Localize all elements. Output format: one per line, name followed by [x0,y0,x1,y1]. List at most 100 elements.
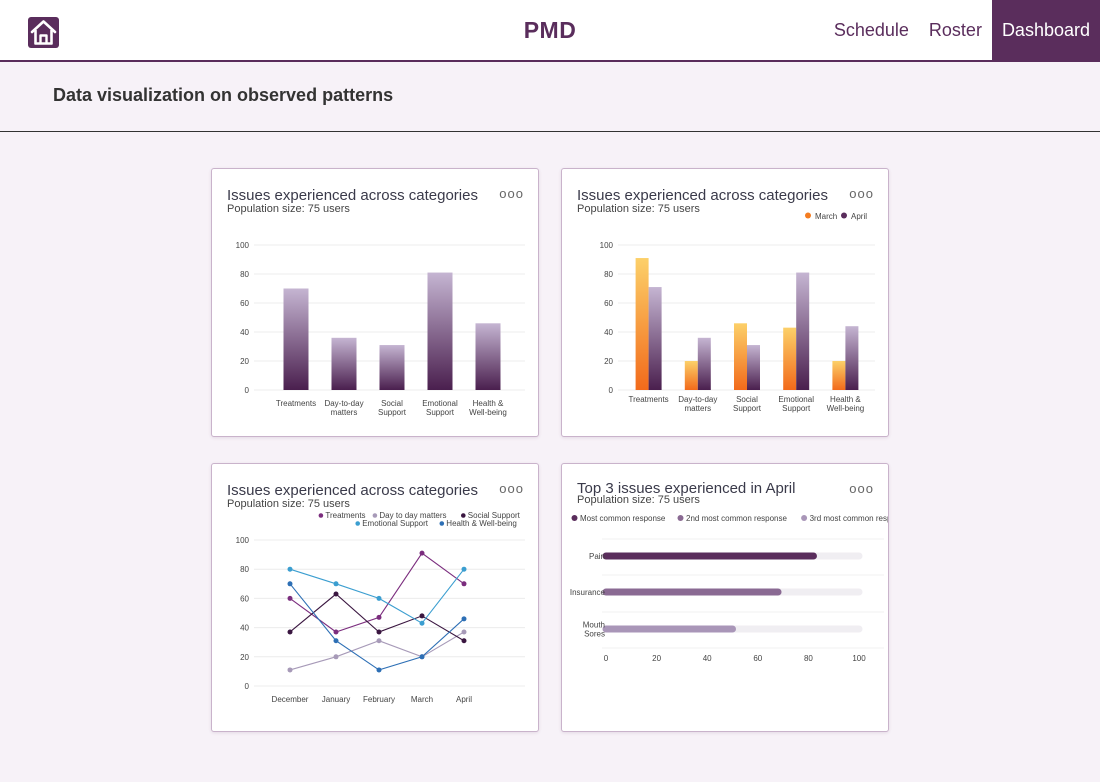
data-point [461,581,467,587]
bar-april [845,326,859,390]
card-title: Issues experienced across categories [227,482,478,499]
data-point [333,581,339,587]
x-tick-label: Social [736,395,758,404]
y-tick-label: 60 [604,299,613,308]
data-point [287,595,293,601]
x-tick-label: Treatments [276,399,316,408]
bar-april [648,287,662,390]
data-point [376,629,382,635]
x-tick-label: Support [733,404,762,413]
data-point [461,629,467,635]
x-tick-label: 60 [753,654,762,663]
main-nav: Schedule Roster Dashboard [824,0,1100,62]
legend-marker [801,515,808,521]
data-point [376,667,382,673]
x-tick-label: Emotional [778,395,814,404]
x-tick-label: Health & [830,395,861,404]
legend-marker [805,212,811,219]
data-point [419,654,425,660]
card-subtitle: Population size: 75 users [227,203,350,215]
bar [379,345,405,390]
line-chart-trends: 0 20 40 60 80 100 December January February March… [236,511,525,704]
legend-label: Health & Well-being [446,519,517,528]
y-tick-label: 100 [600,241,614,250]
data-point [376,614,382,620]
nav-schedule[interactable]: Schedule [833,20,909,40]
legend-label: April [851,212,867,221]
chart-card-trends: 0 20 40 60 80 100 December January February March… [211,463,539,732]
chart-card-top-issues: Most common response 2nd most common resp… [561,463,889,732]
legend-marker [355,521,360,526]
card-title: Top 3 issues experienced in April [577,480,796,497]
legend-label: March [815,212,837,221]
series-line [289,552,465,633]
more-horizontal-icon[interactable]: ooo [499,481,524,496]
horizontal-bar-chart-top-issues: Most common response 2nd most common resp… [570,514,888,663]
y-tick-label: 80 [240,270,249,279]
legend-marker [841,212,847,219]
x-tick-label: matters [684,404,711,413]
data-point [461,566,467,572]
x-tick-label: Well-being [827,404,865,413]
y-tick-label: 100 [236,241,250,250]
y-tick-label: 40 [240,328,249,337]
data-point [333,629,339,635]
y-tick-label: 0 [245,386,250,395]
home-button[interactable] [27,16,60,49]
data-point [419,620,425,626]
x-tick-label: Treatments [629,395,669,404]
data-point [419,550,425,556]
bar [427,272,453,390]
x-tick-label: Well-being [469,408,507,417]
data-point [333,654,339,660]
y-tick-label: 60 [240,299,249,308]
x-tick-label: April [456,695,472,704]
data-point [419,613,425,619]
more-horizontal-icon[interactable]: ooo [849,481,874,496]
section-divider [0,131,1100,132]
x-tick-label: Support [378,408,407,417]
x-tick-label: February [363,695,395,704]
x-tick-label: December [272,695,309,704]
bar-april [697,337,711,390]
y-tick-label: 0 [609,386,614,395]
bar-march [783,327,797,390]
data-point [333,638,339,644]
bar-april [747,345,760,390]
legend-label: 2nd most common response [686,514,787,523]
more-horizontal-icon[interactable]: ooo [849,186,874,201]
y-tick-label: Insurance [570,588,606,597]
card-title: Issues experienced across categories [227,187,478,204]
bar [331,337,357,390]
data-point [287,581,293,587]
data-point [287,629,293,635]
y-tick-label: 80 [240,565,249,574]
y-tick-label: 20 [240,653,249,662]
y-tick-label: 20 [240,357,249,366]
card-title: Issues experienced across categories [577,187,828,204]
data-point [461,616,467,622]
nav-roster[interactable]: Roster [928,20,982,40]
legend-label: Day to day matters [379,511,446,520]
section-title: Data visualization on observed patterns [53,85,394,105]
x-tick-label: matters [331,408,358,417]
series-line [289,568,465,624]
y-tick-label: Sores [584,630,605,639]
x-tick-label: Emotional [422,399,458,408]
data-point [287,566,293,572]
data-point [376,638,382,644]
x-tick-label: Support [782,404,811,413]
x-tick-label: 40 [703,654,712,663]
x-tick-label: Health & [473,399,504,408]
chart-card-categories: 0 20 40 60 80 100 Treatments Day-to-day matters S… [211,168,539,437]
x-tick-label: March [411,695,433,704]
x-tick-label: 100 [852,654,866,663]
legend-label: Most common response [580,514,666,523]
data-point [376,595,382,601]
y-tick-label: 80 [604,270,613,279]
more-horizontal-icon[interactable]: ooo [499,186,524,201]
home-icon [28,17,59,48]
nav-dashboard[interactable]: Dashboard [991,0,1100,62]
legend-marker [571,515,578,521]
